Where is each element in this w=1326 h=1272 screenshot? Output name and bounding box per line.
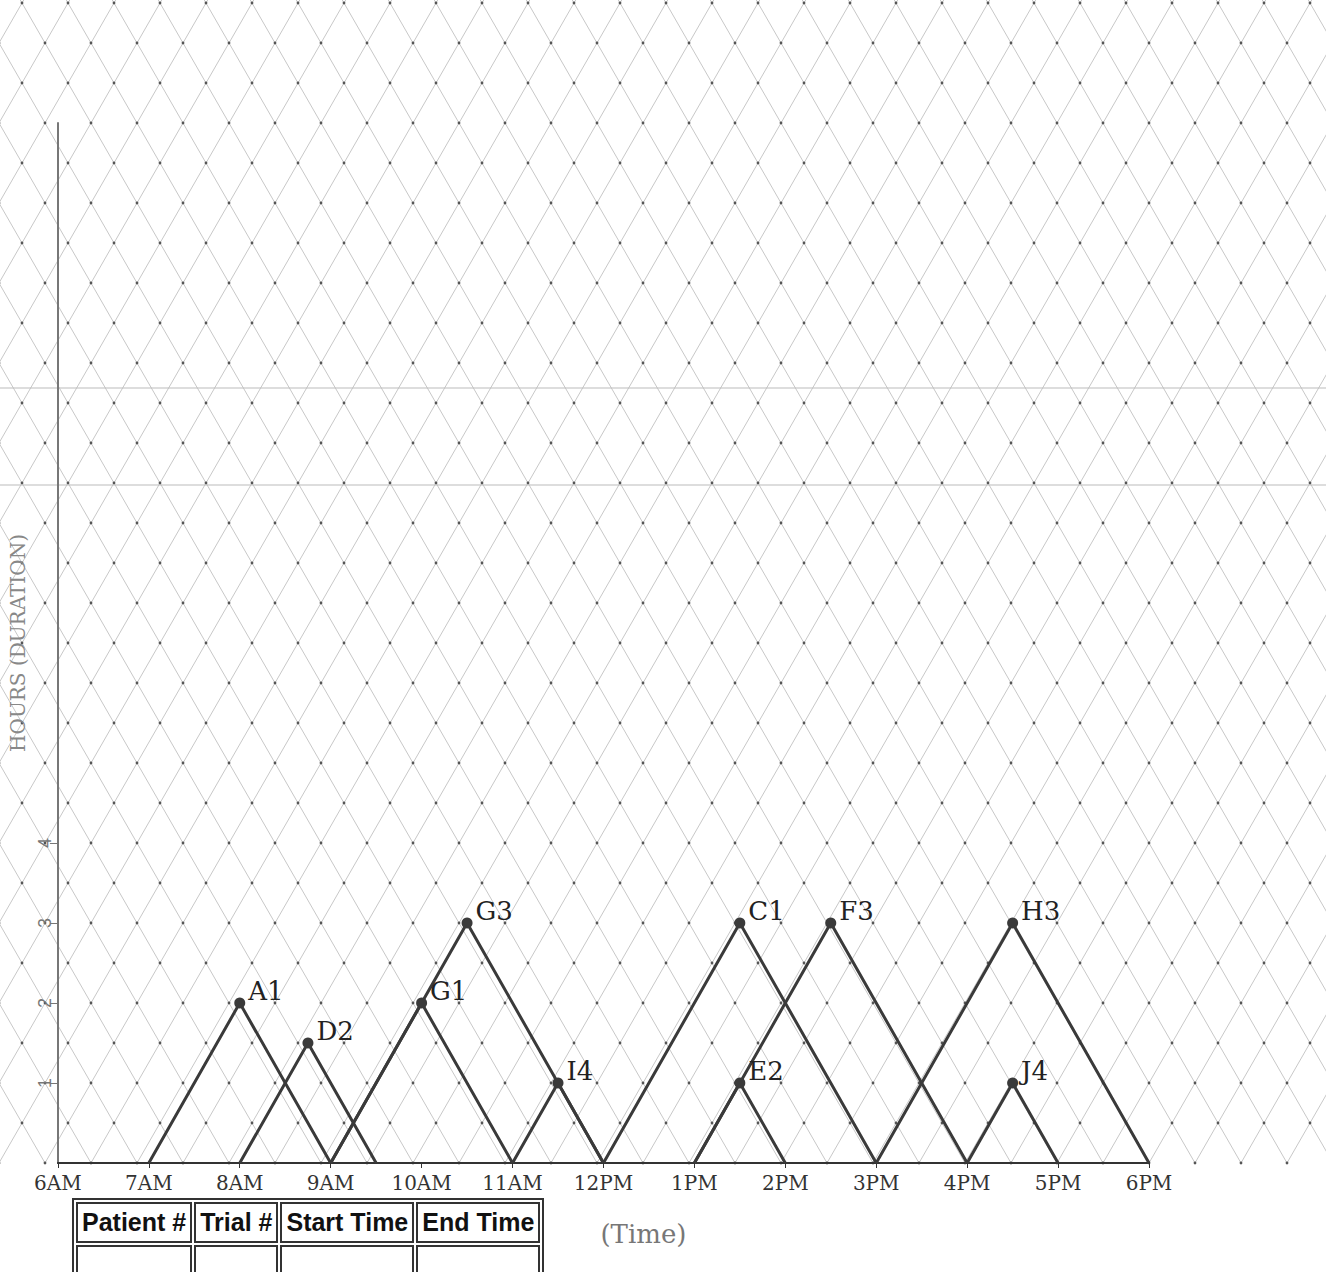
svg-text:D2: D2 (316, 1016, 353, 1046)
svg-text:6PM: 6PM (1126, 1171, 1173, 1195)
svg-text:10AM: 10AM (391, 1171, 451, 1195)
html-text:End Time: End Time (422, 1208, 535, 1236)
svg-text:G3: G3 (476, 896, 513, 926)
svg-text:11AM: 11AM (482, 1171, 542, 1195)
svg-text:3PM: 3PM (853, 1171, 900, 1195)
svg-text:1: 1 (35, 1078, 55, 1088)
svg-text:J4: J4 (1018, 1056, 1048, 1086)
svg-text:4PM: 4PM (944, 1171, 991, 1195)
html-text:Trial #: Trial # (200, 1208, 273, 1236)
html-text:Start Time: Start Time (286, 1208, 409, 1236)
svg-text:HOURS (DURATION): HOURS (DURATION) (6, 534, 30, 752)
svg-text:E2: E2 (748, 1056, 784, 1086)
svg-text:8AM: 8AM (216, 1171, 264, 1195)
svg-text:G1: G1 (430, 976, 467, 1006)
svg-text:A1: A1 (247, 976, 283, 1006)
svg-text:3: 3 (35, 918, 55, 928)
svg-text:4: 4 (35, 838, 55, 848)
svg-text:1PM: 1PM (671, 1171, 718, 1195)
svg-text:7AM: 7AM (125, 1171, 173, 1195)
svg-text:2PM: 2PM (762, 1171, 809, 1195)
svg-text:6AM: 6AM (34, 1171, 82, 1195)
svg-text:I4: I4 (566, 1056, 593, 1086)
svg-text:12PM: 12PM (574, 1171, 633, 1195)
svg-text:(Time): (Time) (600, 1219, 686, 1249)
svg-text:F3: F3 (839, 896, 874, 926)
svg-text:H3: H3 (1021, 896, 1060, 926)
svg-text:2: 2 (35, 998, 55, 1008)
svg-text:C1: C1 (748, 896, 784, 926)
svg-text:9AM: 9AM (307, 1171, 355, 1195)
html-text:Patient #: Patient # (82, 1208, 187, 1236)
svg-text:5PM: 5PM (1035, 1171, 1082, 1195)
